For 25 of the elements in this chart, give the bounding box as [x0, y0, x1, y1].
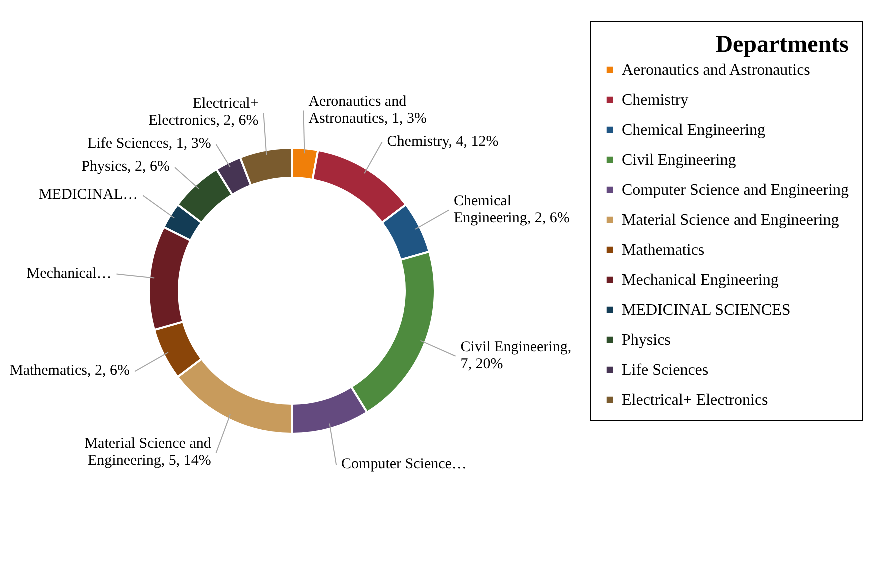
legend-label: Electrical+ Electronics	[622, 392, 768, 409]
legend-label: MEDICINAL SCIENCES	[622, 302, 791, 319]
legend-label: Material Science and Engineering	[622, 212, 840, 229]
legend-label: Computer Science and Engineering	[622, 182, 850, 199]
legend-label: Life Sciences	[622, 362, 709, 379]
legend-label: Mathematics	[622, 242, 705, 259]
data-label: Electrical+ Electronics, 2, 6%	[148, 96, 259, 130]
data-label: MEDICINAL…	[38, 187, 138, 204]
legend-label: Aeronautics and Astronautics	[622, 62, 810, 79]
data-label: Mechanical…	[26, 266, 112, 282]
legend-title: Departments	[716, 32, 849, 58]
legend-label: Mechanical Engineering	[622, 272, 779, 289]
data-label: Mathematics, 2, 6%	[10, 363, 130, 380]
legend-label: Chemical Engineering	[622, 122, 766, 139]
data-label: Material Science and Engineering, 5, 14%	[84, 436, 212, 470]
legend-label: Physics	[622, 332, 671, 349]
data-label: Chemical Engineering, 2, 6%	[454, 193, 570, 226]
data-label: Life Sciences, 1, 3%	[88, 136, 212, 152]
data-label: Civil Engineering, 7, 20%	[460, 339, 572, 372]
data-label: Computer Science…	[342, 456, 467, 473]
data-label: Aeronautics and Astronautics, 1, 3%	[308, 94, 428, 127]
data-label: Physics, 2, 6%	[82, 159, 170, 176]
data-label: Chemistry, 4, 12%	[387, 134, 499, 150]
legend-label: Civil Engineering	[622, 152, 736, 169]
legend-label: Chemistry	[622, 92, 689, 109]
